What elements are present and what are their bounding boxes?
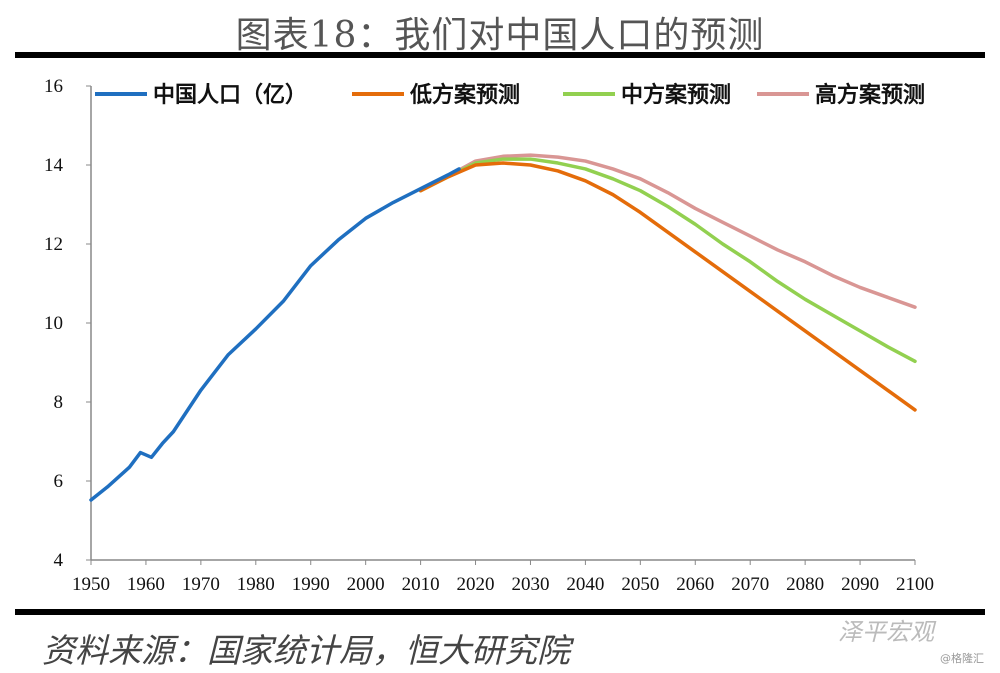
legend-label-0: 中国人口（亿） (153, 83, 307, 108)
x-tick-label: 1980 (237, 574, 275, 595)
x-tick-label: 2100 (896, 574, 934, 595)
x-tick-label: 2060 (676, 574, 714, 595)
x-tick-label: 2000 (347, 574, 385, 595)
x-tick-label: 2090 (841, 574, 879, 595)
y-tick-label: 6 (54, 471, 64, 492)
series-line-0 (89, 167, 461, 502)
y-tick-label: 12 (44, 234, 63, 255)
top-divider (15, 52, 985, 58)
bottom-divider (15, 609, 985, 615)
series-line-2 (418, 157, 917, 364)
y-tick-label: 14 (44, 155, 64, 176)
x-tick-label: 2020 (457, 574, 495, 595)
y-tick-label: 8 (54, 392, 64, 413)
y-tick-label: 16 (44, 76, 63, 97)
legend-label-2: 中方案预测 (621, 82, 731, 108)
y-tick-label: 4 (54, 550, 64, 571)
x-tick-label: 2080 (786, 574, 824, 595)
x-tick-label: 2010 (402, 574, 440, 595)
x-tick-label: 1960 (127, 574, 165, 595)
x-tick-label: 1970 (182, 574, 220, 595)
chart-title: 图表18：我们对中国人口的预测 (235, 15, 765, 56)
legend-label-3: 高方案预测 (815, 82, 925, 108)
y-tick-label: 10 (44, 313, 63, 334)
source-note: 资料来源：国家统计局，恒大研究院 (42, 631, 570, 670)
x-tick-label: 1950 (72, 574, 110, 595)
series-line-3 (418, 153, 917, 309)
x-tick-label: 2040 (566, 574, 604, 595)
watermark-text: @格隆汇 (940, 652, 984, 665)
series-line-1 (418, 161, 917, 412)
line-chart: 4 6 8 10 12 14 16 1950 1960 1970 1980 1990 2000 2010 2… (44, 76, 934, 595)
legend-label-1: 低方案预测 (409, 82, 520, 108)
x-tick-label: 1990 (292, 574, 330, 595)
x-tick-label: 2050 (621, 574, 659, 595)
watermark-logo: 泽平宏观 (838, 618, 934, 646)
x-tick-label: 2070 (731, 574, 769, 595)
x-tick-label: 2030 (511, 574, 549, 595)
